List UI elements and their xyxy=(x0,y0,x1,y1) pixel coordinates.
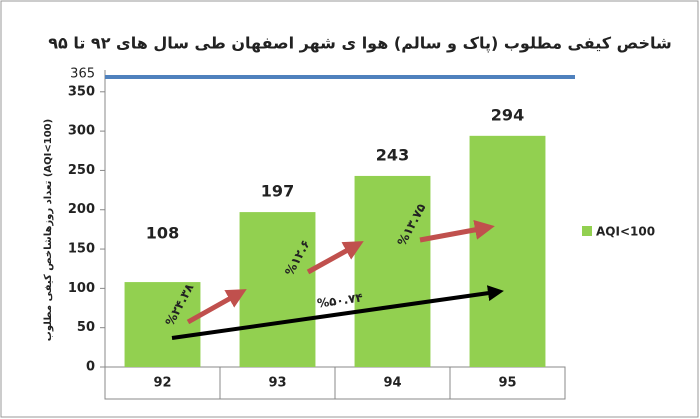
annotation-arrow xyxy=(306,241,364,275)
reference-label: 365 xyxy=(70,67,95,82)
data-label: 197 xyxy=(261,182,294,201)
x-tick-label: 93 xyxy=(268,376,286,391)
data-label: 294 xyxy=(491,105,524,124)
data-label: 243 xyxy=(376,145,409,164)
bar xyxy=(239,212,316,367)
data-label: 108 xyxy=(146,224,179,243)
y-tick-label: 300 xyxy=(68,124,95,139)
y-tick-label: 100 xyxy=(68,281,95,296)
x-tick-label: 95 xyxy=(498,376,516,391)
legend-swatch xyxy=(582,226,592,236)
y-tick-label: 250 xyxy=(68,163,95,178)
annotation-arrow xyxy=(419,219,495,243)
y-tick-label: 50 xyxy=(77,320,95,335)
y-tick-label: 200 xyxy=(68,202,95,217)
bar xyxy=(354,175,431,367)
chart-title: شاخص کیفی مطلوب (پاک و سالم) هوا ی شهر ا… xyxy=(48,34,672,54)
bar xyxy=(124,282,201,367)
x-tick-label: 92 xyxy=(153,376,171,391)
annotation: %۵۰.۷۴ xyxy=(316,290,363,310)
annotation-arrow xyxy=(186,289,247,325)
y-tick-label: 150 xyxy=(68,242,95,257)
legend-label: AQI<100 xyxy=(596,225,655,239)
y-tick-label: 350 xyxy=(68,84,95,99)
bar xyxy=(469,135,546,367)
x-tick-label: 94 xyxy=(383,376,401,391)
y-tick-label: 0 xyxy=(86,360,95,375)
y-axis-label: تعداد روزهاشاخص کیفی مطلوب (AQI<100) xyxy=(43,119,54,341)
annotation-arrow xyxy=(171,285,504,340)
